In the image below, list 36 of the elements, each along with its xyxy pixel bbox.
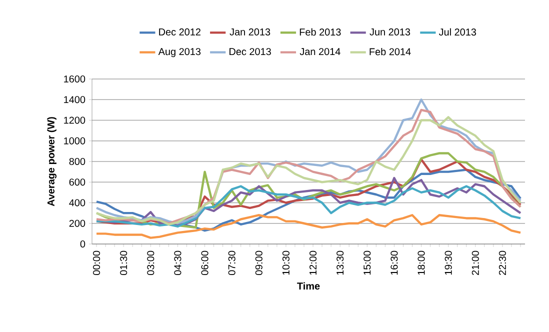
x-tick-label: 09:00 bbox=[255, 250, 262, 276]
x-tick-label: 00:00 bbox=[92, 250, 100, 276]
legend-label: Jan 2014 bbox=[300, 48, 340, 56]
x-tick-label: 16:30 bbox=[390, 250, 398, 275]
y-tick-label: 600 bbox=[69, 178, 86, 186]
x-tick-label: 18:00 bbox=[418, 250, 425, 275]
x-tick-label: 07:30 bbox=[228, 250, 236, 276]
legend-label: Jan 2013 bbox=[230, 28, 270, 36]
x-tick-label: 04:30 bbox=[174, 250, 182, 276]
x-tick-label: 15:00 bbox=[364, 250, 371, 275]
legend-label: Jul 2013 bbox=[438, 28, 476, 36]
y-tick-label: 200 bbox=[69, 220, 86, 227]
y-tick-label: 1400 bbox=[64, 96, 86, 104]
x-tick-label: 22:30 bbox=[498, 250, 506, 275]
y-axis-title: Average power (W) bbox=[47, 117, 56, 206]
legend-label: Dec 2013 bbox=[230, 48, 271, 56]
x-tick-label: 06:00 bbox=[201, 250, 208, 276]
x-axis-title: Time bbox=[297, 282, 320, 290]
x-tick-label: 10:30 bbox=[282, 250, 290, 275]
x-tick-label: 12:00 bbox=[309, 250, 317, 275]
x-tick-label: 03:00 bbox=[147, 250, 154, 276]
y-tick-label: 800 bbox=[69, 158, 86, 166]
y-tick-label: 400 bbox=[69, 199, 86, 206]
legend-label: Feb 2013 bbox=[300, 28, 341, 36]
y-tick-label: 0 bbox=[80, 240, 86, 248]
legend-label: Dec 2012 bbox=[159, 28, 200, 36]
x-tick-label: 21:00 bbox=[472, 250, 479, 275]
legend-label: Feb 2014 bbox=[370, 48, 411, 56]
legend-label: Jun 2013 bbox=[370, 28, 410, 36]
x-tick-label: 01:30 bbox=[120, 250, 128, 276]
x-tick-label: 19:30 bbox=[444, 250, 452, 275]
y-tick-label: 1000 bbox=[64, 137, 86, 144]
y-tick-label: 1600 bbox=[64, 75, 86, 83]
legend-label: Aug 2013 bbox=[158, 48, 201, 58]
y-tick-label: 1200 bbox=[64, 116, 86, 124]
x-tick-label: 13:30 bbox=[336, 250, 344, 275]
